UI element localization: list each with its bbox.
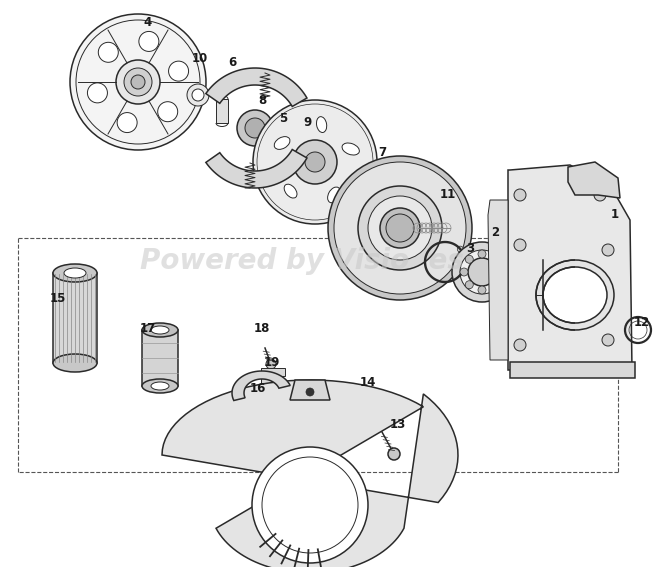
Text: 4: 4	[144, 15, 152, 28]
Circle shape	[380, 208, 420, 248]
Text: 7: 7	[378, 146, 386, 159]
Text: 14: 14	[360, 375, 376, 388]
Text: 16: 16	[250, 382, 266, 395]
Polygon shape	[162, 380, 458, 567]
Ellipse shape	[274, 137, 290, 149]
Circle shape	[514, 189, 526, 201]
Circle shape	[70, 14, 206, 150]
Circle shape	[465, 255, 473, 263]
Ellipse shape	[328, 187, 340, 203]
Text: 17: 17	[140, 321, 156, 335]
Ellipse shape	[342, 143, 359, 155]
Circle shape	[252, 447, 368, 563]
Circle shape	[305, 152, 325, 172]
Text: 2: 2	[491, 226, 499, 239]
Circle shape	[491, 281, 499, 289]
Circle shape	[491, 255, 499, 263]
Circle shape	[345, 188, 359, 202]
Circle shape	[237, 110, 273, 146]
Circle shape	[328, 156, 472, 300]
Circle shape	[496, 268, 504, 276]
Circle shape	[99, 43, 118, 62]
Ellipse shape	[284, 184, 297, 198]
Circle shape	[594, 189, 606, 201]
Text: 12: 12	[634, 315, 650, 328]
Circle shape	[187, 84, 209, 106]
Circle shape	[334, 162, 466, 294]
Ellipse shape	[142, 323, 178, 337]
Circle shape	[87, 83, 108, 103]
Circle shape	[306, 388, 314, 396]
Polygon shape	[53, 273, 97, 363]
Circle shape	[460, 268, 468, 276]
Text: 15: 15	[50, 291, 66, 304]
Text: 18: 18	[254, 321, 270, 335]
Text: 3: 3	[466, 242, 474, 255]
Circle shape	[602, 334, 614, 346]
Polygon shape	[488, 200, 508, 360]
Circle shape	[368, 196, 432, 260]
Circle shape	[388, 448, 400, 460]
Circle shape	[192, 89, 204, 101]
Text: 1: 1	[611, 209, 619, 222]
Ellipse shape	[317, 117, 327, 133]
Text: 8: 8	[258, 94, 266, 107]
Circle shape	[266, 359, 276, 369]
Circle shape	[124, 68, 152, 96]
Polygon shape	[232, 371, 290, 400]
Circle shape	[169, 61, 189, 81]
Circle shape	[478, 250, 486, 258]
Circle shape	[253, 100, 377, 224]
Ellipse shape	[53, 264, 97, 282]
Ellipse shape	[543, 267, 607, 323]
Circle shape	[116, 60, 160, 104]
Circle shape	[452, 242, 512, 302]
Circle shape	[514, 339, 526, 351]
Circle shape	[514, 239, 526, 251]
Ellipse shape	[142, 379, 178, 393]
Text: 10: 10	[192, 52, 208, 65]
Polygon shape	[206, 68, 307, 107]
Text: 13: 13	[390, 418, 406, 431]
Circle shape	[457, 272, 463, 278]
Text: 6: 6	[228, 56, 236, 69]
Polygon shape	[216, 99, 228, 123]
Ellipse shape	[64, 268, 86, 278]
Circle shape	[602, 244, 614, 256]
Circle shape	[245, 118, 265, 138]
Circle shape	[465, 281, 473, 289]
Circle shape	[367, 164, 383, 180]
Polygon shape	[261, 368, 285, 384]
Ellipse shape	[151, 326, 169, 334]
Polygon shape	[510, 362, 635, 378]
Circle shape	[117, 113, 137, 133]
Polygon shape	[568, 162, 620, 198]
Polygon shape	[508, 165, 632, 370]
Circle shape	[358, 186, 442, 270]
Polygon shape	[142, 330, 178, 386]
Circle shape	[139, 31, 159, 52]
Text: 11: 11	[440, 188, 456, 201]
Ellipse shape	[53, 354, 97, 372]
Circle shape	[256, 391, 264, 399]
Polygon shape	[206, 150, 307, 188]
Circle shape	[457, 246, 463, 252]
Circle shape	[460, 250, 504, 294]
Circle shape	[158, 101, 177, 122]
Ellipse shape	[151, 382, 169, 390]
Circle shape	[478, 286, 486, 294]
Circle shape	[131, 75, 145, 89]
Text: 19: 19	[264, 356, 280, 369]
Polygon shape	[290, 380, 330, 400]
Text: Powered by Visio  es: Powered by Visio es	[141, 247, 464, 275]
Circle shape	[386, 214, 414, 242]
Circle shape	[468, 258, 496, 286]
Circle shape	[293, 140, 337, 184]
Ellipse shape	[536, 260, 614, 330]
Text: 9: 9	[304, 116, 312, 129]
Text: 5: 5	[279, 112, 287, 125]
